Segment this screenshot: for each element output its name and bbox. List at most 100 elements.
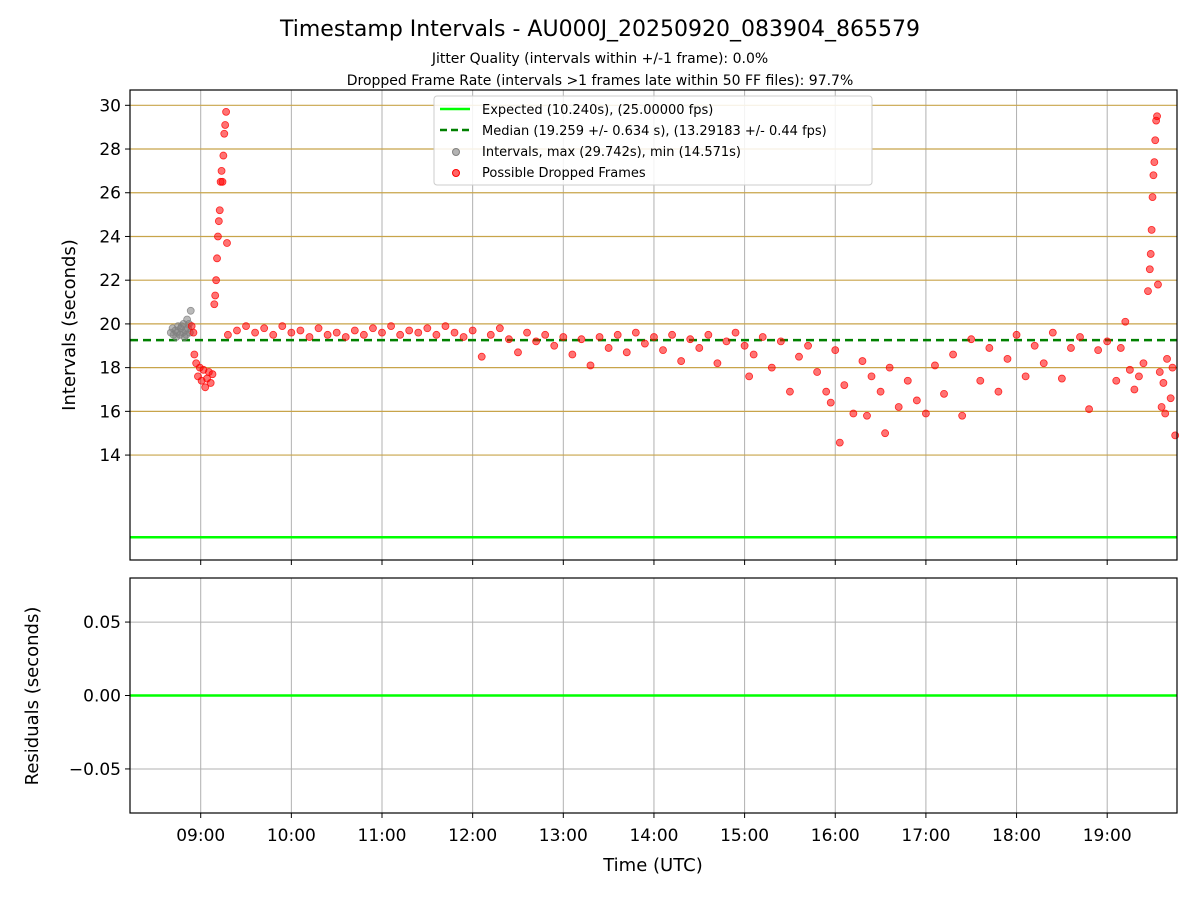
top-grid bbox=[130, 90, 1177, 560]
dropped-frame-point bbox=[849, 409, 858, 418]
dropped-frame-point bbox=[863, 411, 871, 420]
top-ytick-label: 20 bbox=[99, 315, 121, 335]
dropped-frame-point bbox=[650, 333, 658, 341]
dropped-frame-point bbox=[459, 333, 468, 341]
dropped-frame-point bbox=[745, 372, 754, 381]
legend-dropped-label: Possible Dropped Frames bbox=[482, 166, 646, 181]
dropped-frame-point bbox=[1112, 376, 1121, 385]
dropped-frame-point bbox=[514, 348, 522, 357]
dropped-frame-point bbox=[740, 341, 749, 350]
dropped-frame-point bbox=[1168, 363, 1177, 372]
dropped-frame-point bbox=[822, 387, 831, 396]
dropped-frame-point bbox=[1153, 112, 1161, 121]
dropped-frame-point bbox=[631, 328, 640, 337]
xtick-label: 13:00 bbox=[539, 826, 588, 846]
dropped-frame-point bbox=[332, 328, 341, 337]
dropped-frame-point bbox=[677, 357, 686, 365]
dropped-frame-point bbox=[296, 326, 305, 335]
interval-point bbox=[172, 333, 181, 341]
dropped-frame-point bbox=[305, 333, 314, 341]
dropped-frame-point bbox=[731, 328, 740, 337]
dropped-frame-point bbox=[211, 291, 220, 300]
legend-dropped-swatch bbox=[452, 169, 460, 177]
bottom-ytick-label: −0.05 bbox=[69, 760, 121, 780]
legend-intervals-swatch bbox=[452, 148, 460, 156]
dropped-frame-point bbox=[559, 333, 568, 341]
dropped-frame-point bbox=[541, 330, 550, 339]
dropped-frame-point bbox=[314, 324, 323, 333]
dropped-frame-point bbox=[1157, 403, 1166, 411]
dropped-frame-point bbox=[967, 335, 976, 344]
dropped-frame-point bbox=[1076, 333, 1084, 341]
dropped-frame-point bbox=[931, 361, 939, 370]
dropped-frame-point bbox=[767, 363, 776, 372]
bottom-y-ticks: 0.05 0.00 −0.05 bbox=[69, 613, 130, 780]
dropped-frame-point bbox=[213, 254, 221, 263]
dropped-frame-point bbox=[278, 322, 287, 330]
dropped-frame-point bbox=[189, 328, 198, 337]
dropped-frame-point bbox=[450, 328, 459, 337]
dropped-frame-point bbox=[233, 326, 241, 335]
dropped-frame-point bbox=[568, 350, 577, 359]
dropped-frame-point bbox=[218, 177, 227, 186]
xtick-label: 16:00 bbox=[811, 826, 860, 846]
dropped-frame-point bbox=[604, 344, 613, 352]
dropped-frame-point bbox=[826, 398, 835, 407]
dropped-frame-point bbox=[414, 328, 423, 337]
top-ytick-label: 26 bbox=[99, 184, 121, 204]
dropped-frame-point bbox=[831, 346, 840, 355]
dropped-frame-point bbox=[222, 107, 230, 116]
dropped-frame-point bbox=[713, 359, 722, 368]
dropped-frame-point bbox=[350, 326, 359, 335]
dropped-frame-point bbox=[1121, 317, 1130, 326]
dropped-frame-point bbox=[1146, 250, 1155, 258]
dropped-frame-point bbox=[223, 239, 231, 247]
dropped-frame-point bbox=[840, 381, 849, 390]
dropped-frame-point bbox=[1003, 354, 1012, 363]
dropped-frame-point bbox=[224, 330, 232, 339]
dropped-frame-point bbox=[212, 276, 221, 285]
dropped-frame-point bbox=[640, 339, 649, 348]
dropped-frame-point bbox=[287, 328, 296, 337]
top-ytick-label: 24 bbox=[99, 227, 121, 247]
dropped-frame-point bbox=[786, 387, 794, 396]
dropped-frame-point bbox=[1139, 359, 1148, 368]
dropped-frame-point bbox=[595, 333, 604, 341]
chart-subtitle-dropped: Dropped Frame Rate (intervals >1 frames … bbox=[347, 73, 854, 89]
dropped-frame-point bbox=[187, 322, 196, 330]
dropped-frame-point bbox=[586, 361, 595, 370]
chart-title: Timestamp Intervals - AU000J_20250920_08… bbox=[279, 17, 920, 42]
dropped-frame-point bbox=[994, 387, 1003, 396]
dropped-frame-point bbox=[396, 330, 405, 339]
xtick-label: 12:00 bbox=[448, 826, 497, 846]
dropped-frame-point bbox=[495, 324, 504, 333]
dropped-frame-point bbox=[441, 322, 450, 330]
dropped-frame-point bbox=[776, 337, 785, 346]
xtick-label: 17:00 bbox=[901, 826, 950, 846]
dropped-frame-point bbox=[903, 376, 912, 385]
dropped-frame-point bbox=[668, 330, 676, 339]
dropped-frame-point bbox=[1171, 431, 1180, 440]
xtick-label: 14:00 bbox=[629, 826, 678, 846]
dropped-frame-point bbox=[221, 121, 230, 129]
dropped-frame-point bbox=[1151, 136, 1160, 145]
dropped-frame-point bbox=[208, 370, 217, 379]
dropped-frame-point bbox=[523, 328, 531, 337]
legend-intervals-label: Intervals, max (29.742s), min (14.571s) bbox=[482, 145, 741, 160]
dropped-frame-point bbox=[214, 217, 223, 226]
top-y-ticks: 14 16 18 20 22 24 26 28 30 bbox=[99, 96, 130, 466]
dropped-frame-point bbox=[251, 328, 259, 337]
dropped-frame-point bbox=[219, 151, 228, 160]
dropped-frame-point bbox=[1147, 226, 1156, 234]
dropped-frame-point bbox=[795, 352, 803, 361]
dropped-frame-point bbox=[269, 330, 278, 339]
xtick-label: 09:00 bbox=[176, 826, 225, 846]
top-ytick-label: 22 bbox=[99, 271, 121, 291]
dropped-frame-point bbox=[341, 333, 350, 341]
dropped-frame-point bbox=[912, 396, 921, 405]
dropped-frame-point bbox=[949, 350, 957, 359]
dropped-frame-point bbox=[432, 330, 441, 339]
dropped-frame-point bbox=[858, 357, 867, 365]
top-ytick-label: 14 bbox=[99, 446, 121, 466]
dropped-frame-point bbox=[1155, 368, 1164, 376]
